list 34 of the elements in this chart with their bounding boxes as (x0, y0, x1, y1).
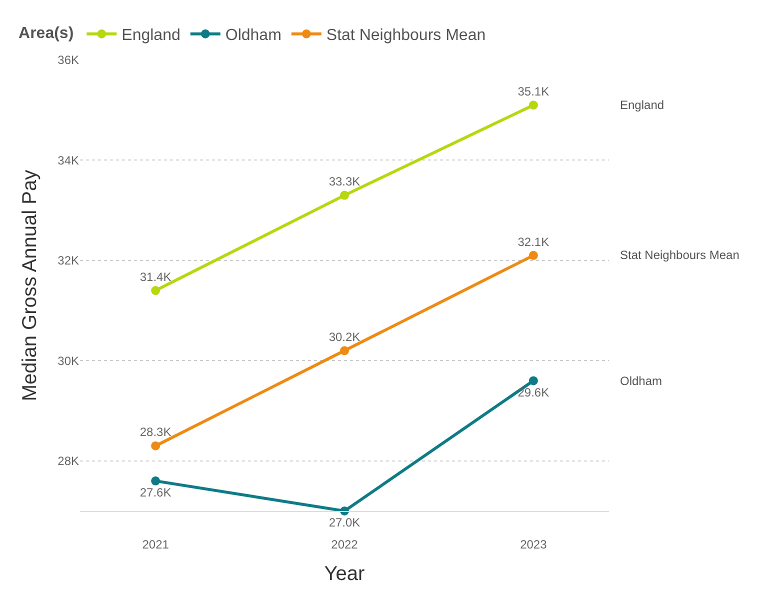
data-label: 28.3K (140, 425, 172, 440)
point (528, 376, 538, 386)
data-label: 30.2K (328, 330, 360, 344)
point (528, 250, 538, 260)
x-tick-label: 2021 (142, 537, 170, 552)
y-tick-label: 32K (58, 254, 79, 268)
data-label: 35.1K (518, 84, 550, 98)
text: Stat Neighbours Mean (620, 248, 740, 262)
legend-label: England (122, 27, 180, 44)
data-label: 27.0K (328, 516, 360, 530)
point (151, 286, 160, 296)
x-axis-title: Year (324, 562, 366, 585)
point (340, 346, 349, 356)
x-tick-label: 2022 (331, 537, 358, 552)
data-label: 27.6K (140, 486, 172, 500)
y-axis-title: Median Gross Annual Pay (19, 170, 42, 402)
data-label: 31.4K (140, 270, 172, 284)
y-tick-label: 30K (58, 354, 79, 368)
y-tick-label: 34K (58, 153, 79, 168)
point (340, 190, 349, 200)
point (151, 441, 160, 450)
y-tick-label: 28K (58, 454, 79, 468)
legend-label: Oldham (225, 27, 282, 44)
data-label: 32.1K (518, 234, 550, 249)
legend-title: Area(s) (18, 24, 74, 42)
legend-label: Stat Neighbours Mean (326, 27, 486, 44)
text: England (620, 98, 664, 112)
x-tick-label: 2023 (520, 537, 548, 552)
text: Oldham (620, 374, 662, 388)
point (151, 476, 160, 486)
y-tick-label: 36K (58, 53, 79, 68)
data-label: 29.6K (518, 385, 550, 400)
data-label: 33.3K (328, 174, 360, 189)
point (528, 100, 538, 110)
